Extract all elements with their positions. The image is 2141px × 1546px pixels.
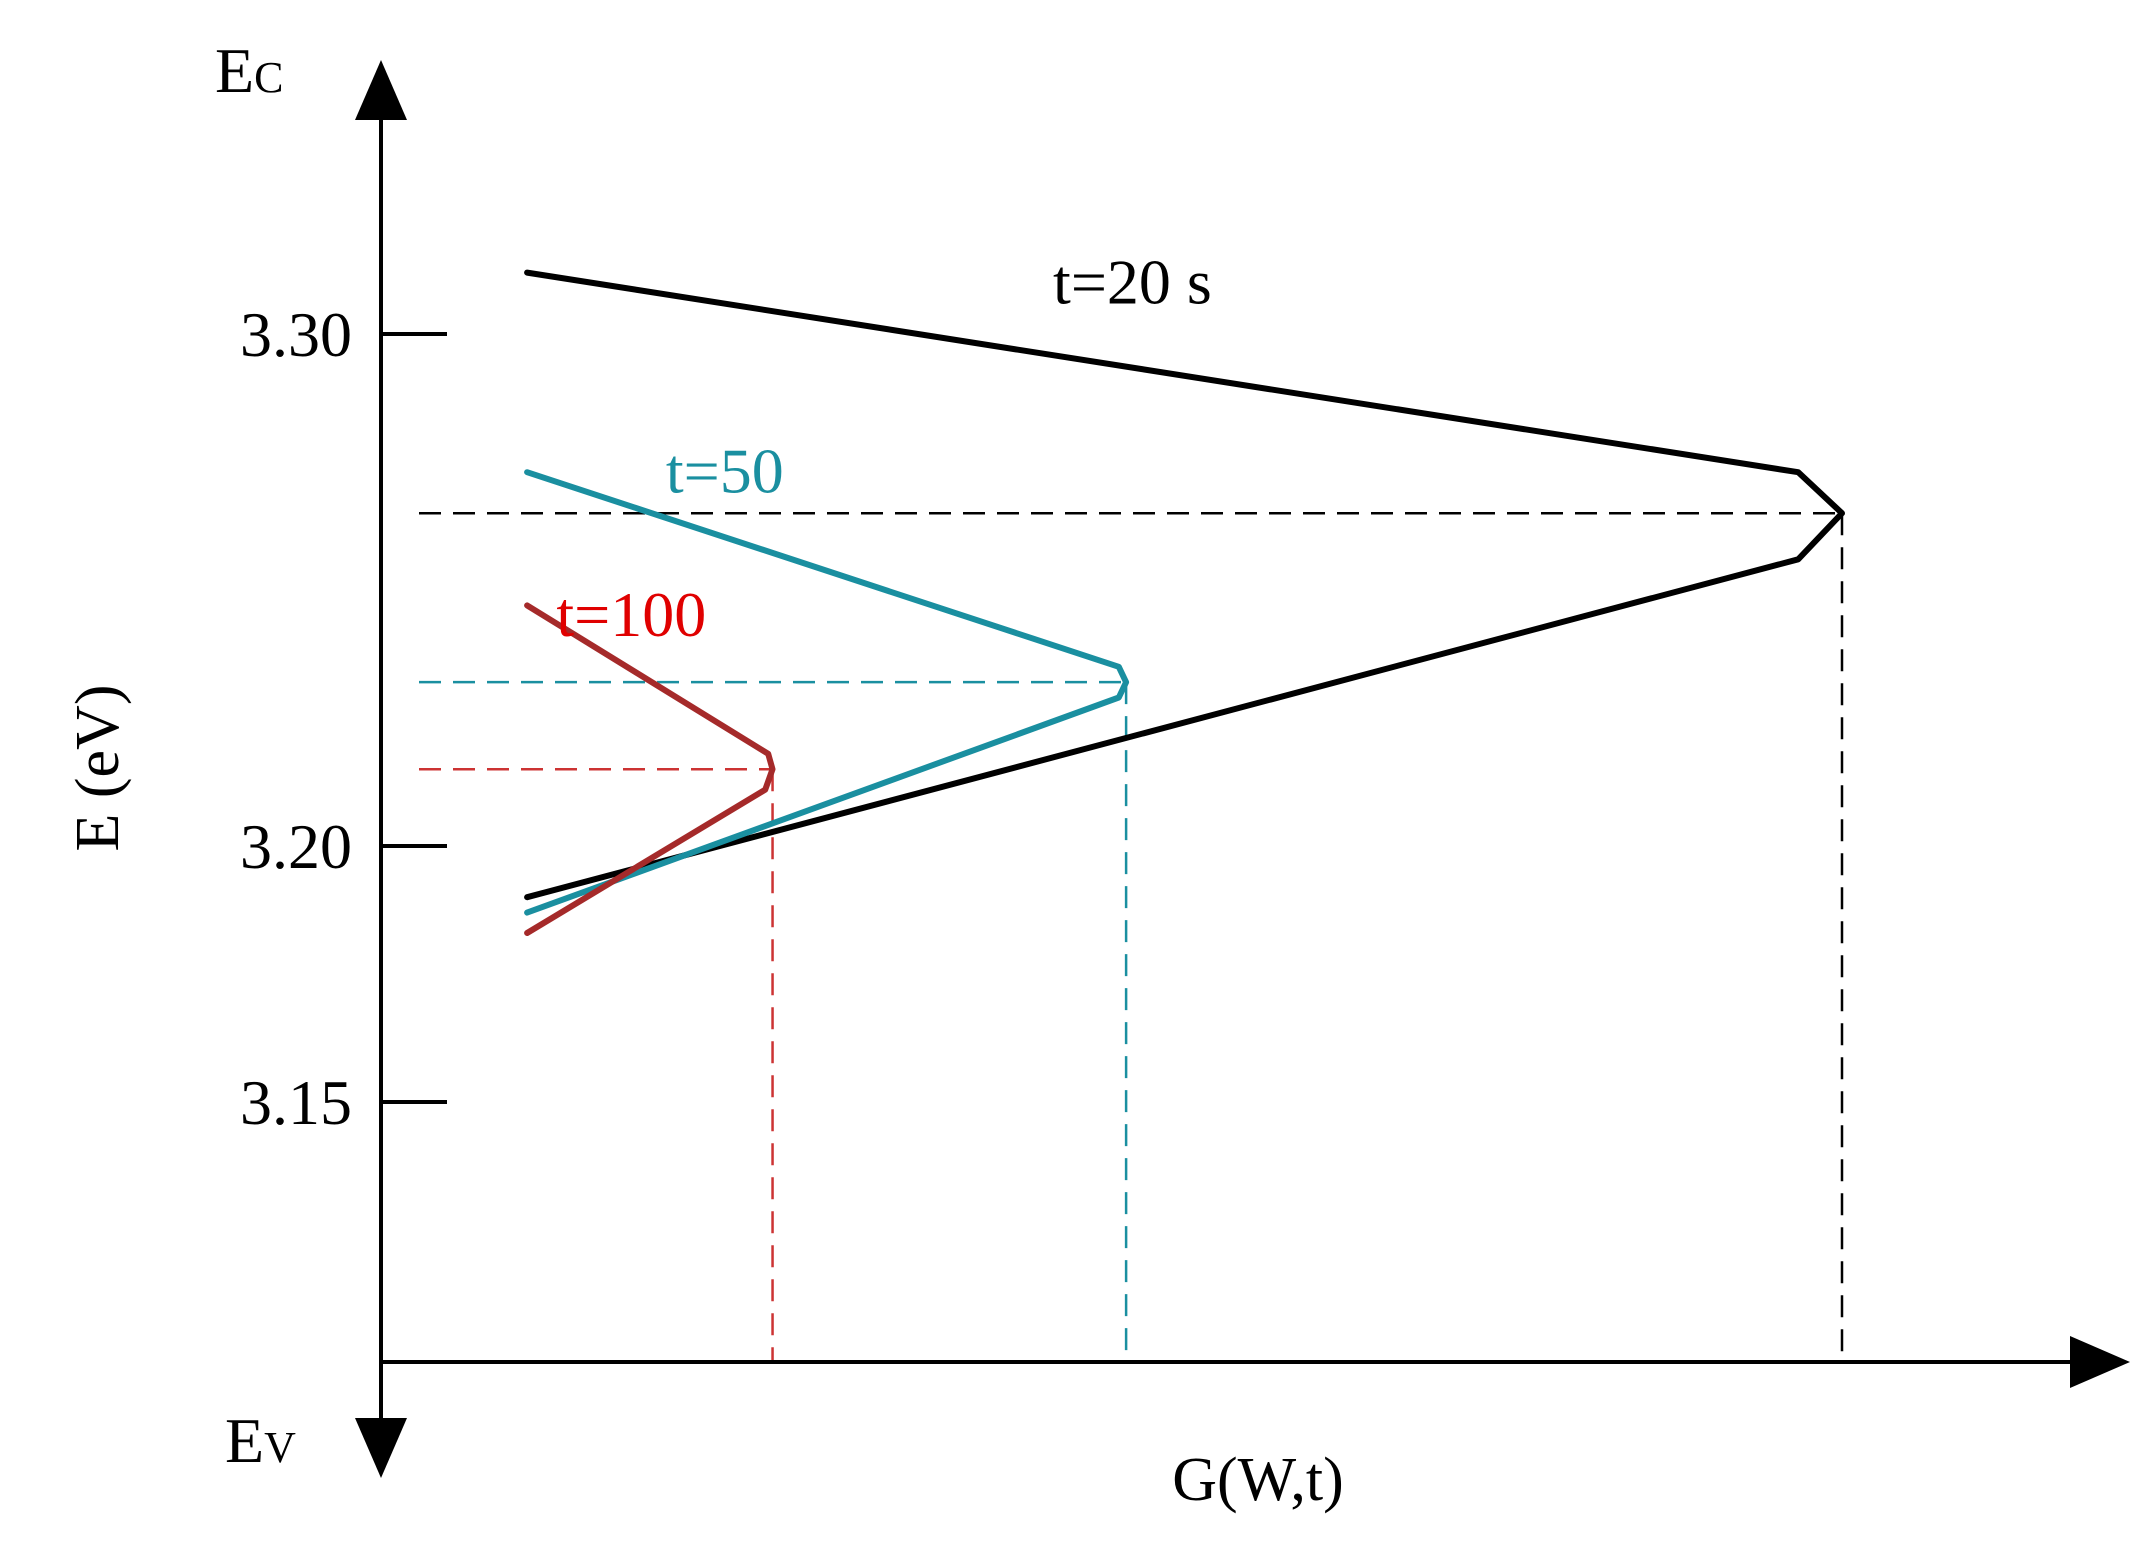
y-tick-label-1: 3.20 <box>240 811 352 882</box>
x-axis-label: G(W,t) <box>1172 1446 1344 1514</box>
series-0-label: t=20 s <box>1053 246 1212 317</box>
y-ticks: 3.30 3.20 3.15 <box>240 299 447 1138</box>
series-labels: t=20 s t=50 t=100 <box>556 246 1212 650</box>
series-1-line <box>524 469 1130 916</box>
axis-bottom-label: EV <box>225 1405 296 1476</box>
y-tick-label-0: 3.30 <box>240 299 352 370</box>
series-1-label: t=50 <box>666 436 784 507</box>
y-tick-label-2: 3.15 <box>240 1067 352 1138</box>
series-2-line <box>524 602 776 936</box>
data-series <box>524 269 1845 936</box>
x-axis-arrow <box>2070 1336 2130 1388</box>
axis-top-label: EC <box>215 35 283 106</box>
y-axis-label: E (eV) <box>64 685 132 852</box>
axes <box>355 60 2130 1478</box>
series-0-line <box>524 269 1845 901</box>
series-2-label: t=100 <box>556 579 706 650</box>
y-axis-top-arrow <box>355 60 407 120</box>
y-axis-bottom-arrow <box>355 1418 407 1478</box>
peak-guide-lines <box>419 511 1844 1362</box>
